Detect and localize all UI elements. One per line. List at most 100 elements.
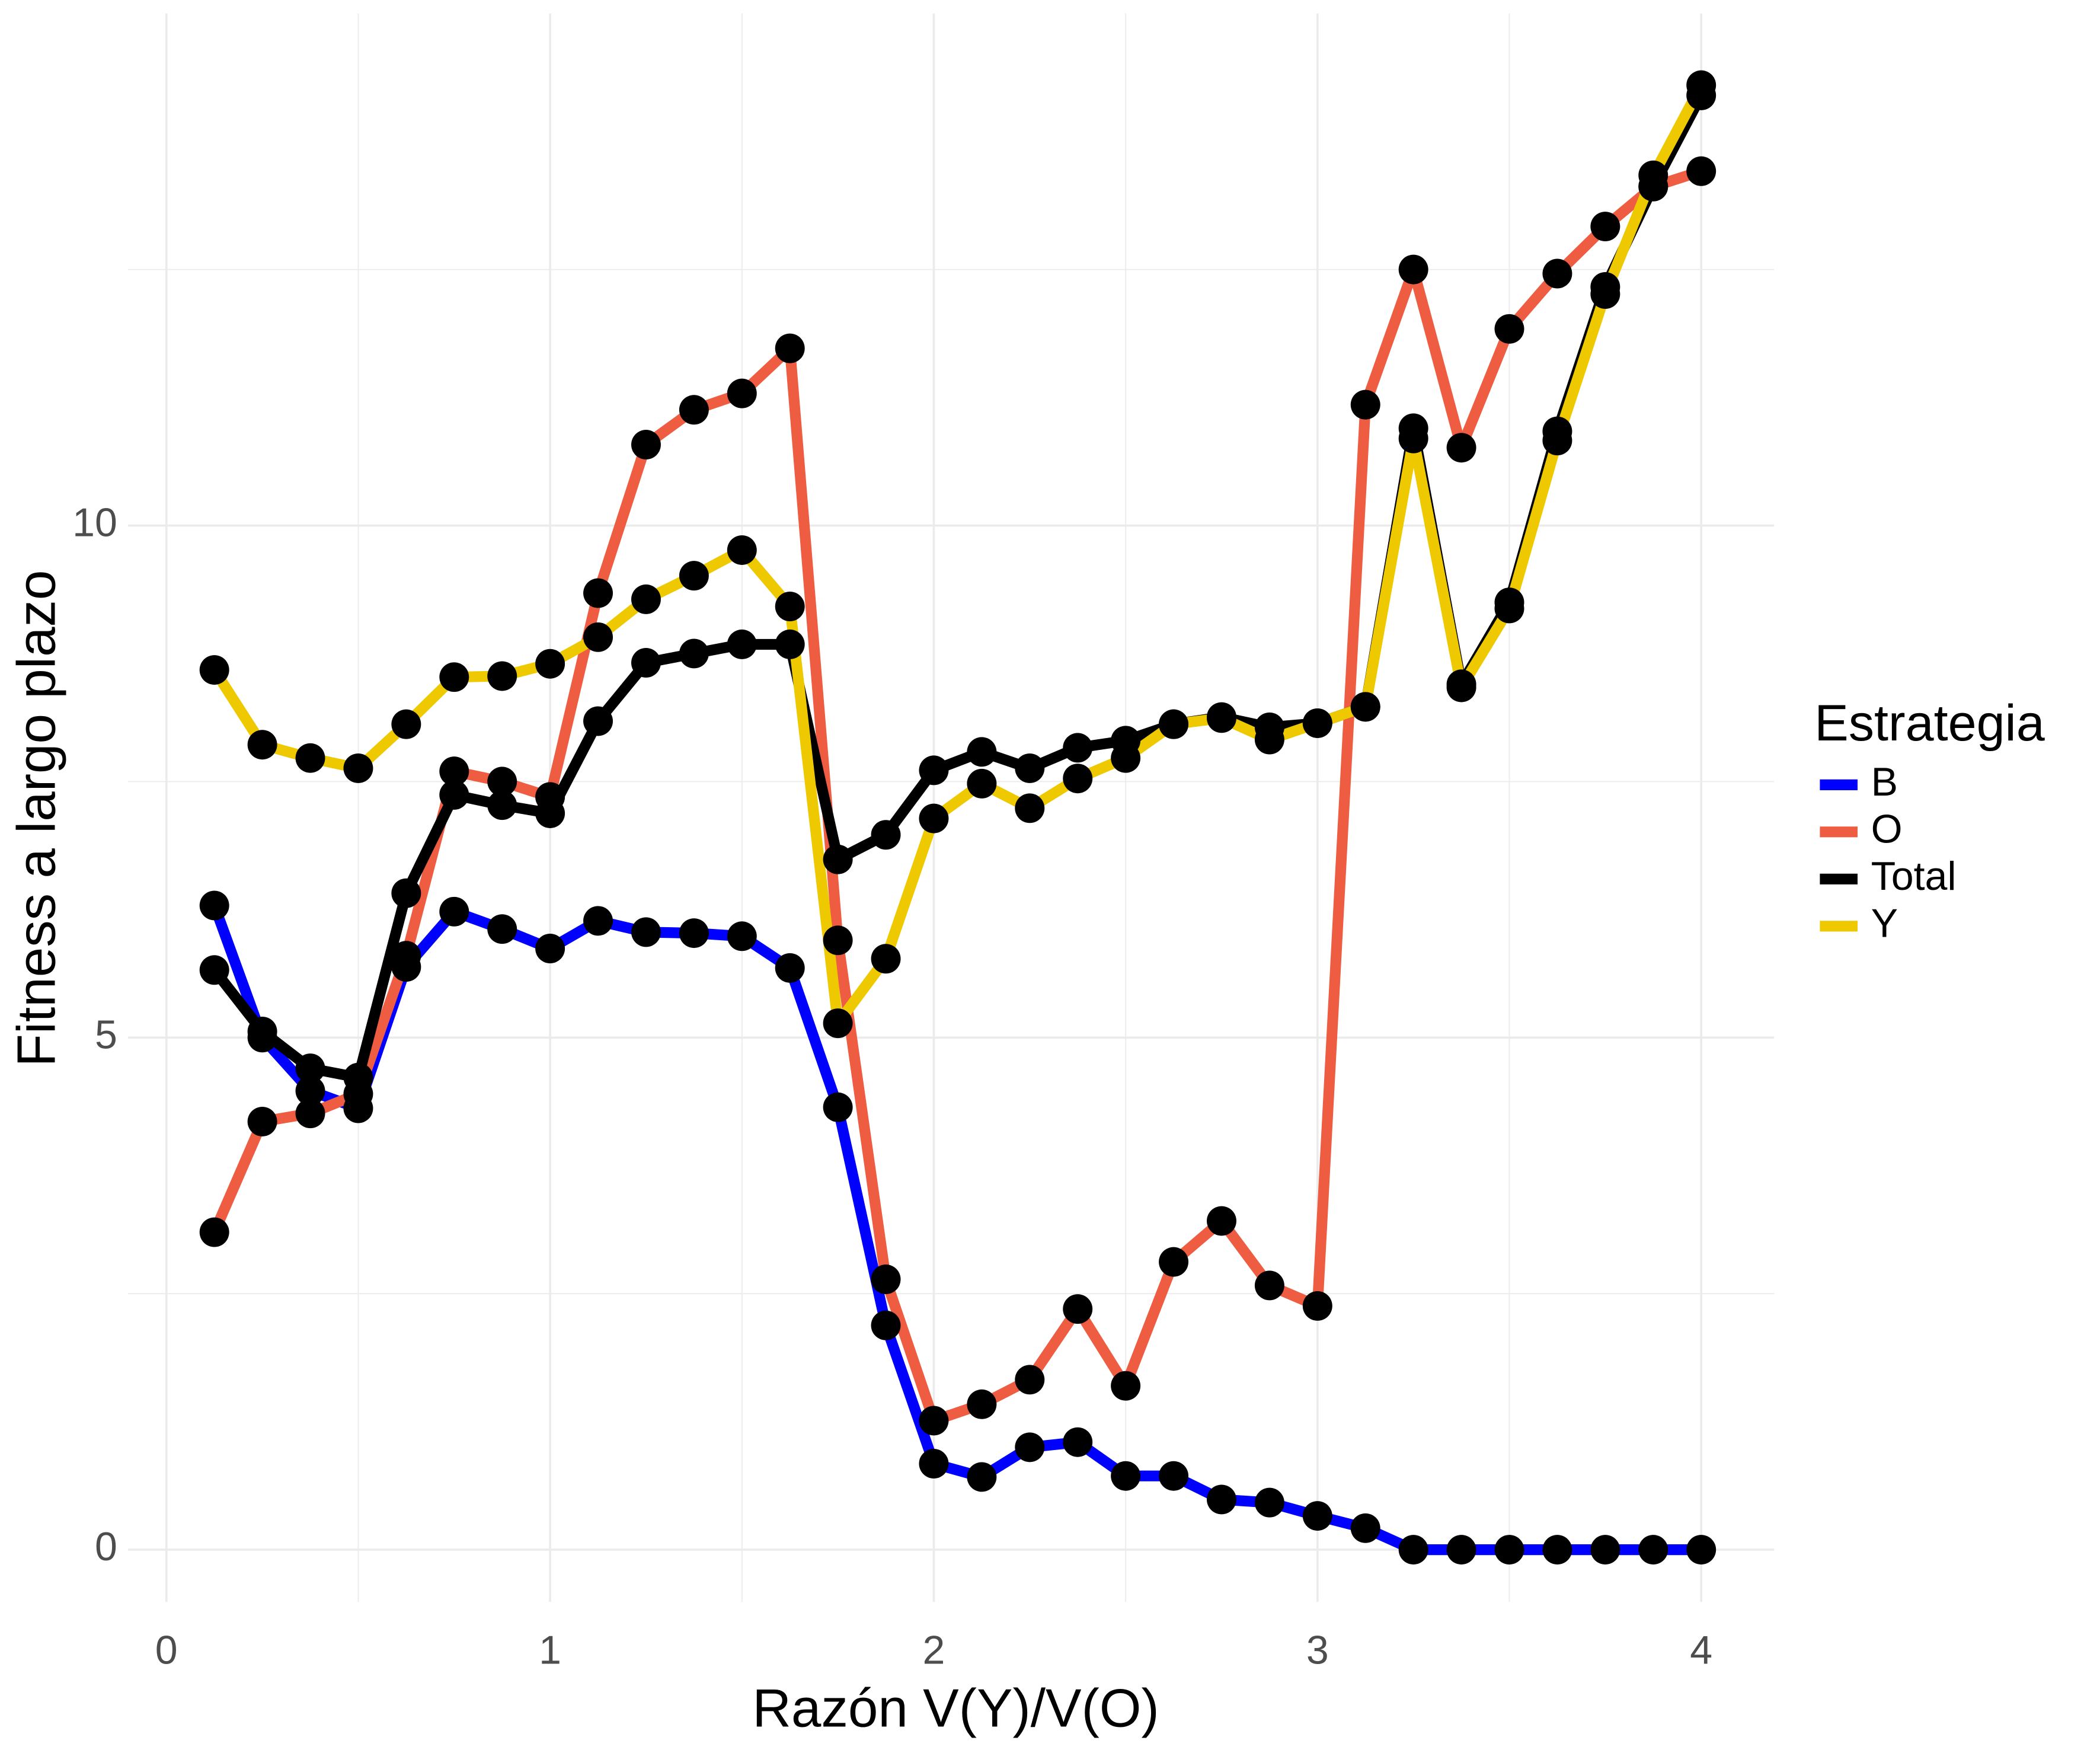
- data-point: [1350, 692, 1380, 722]
- data-point: [1063, 733, 1093, 763]
- data-point: [199, 890, 229, 921]
- legend-label: B: [1871, 759, 1898, 804]
- data-point: [487, 767, 517, 797]
- data-point: [727, 535, 757, 565]
- data-point: [1590, 212, 1620, 242]
- data-point: [679, 918, 709, 949]
- data-point: [1542, 426, 1572, 456]
- data-point: [1207, 1206, 1236, 1236]
- data-point: [1638, 160, 1669, 190]
- data-point: [1207, 1484, 1236, 1515]
- data-point: [1398, 1535, 1428, 1565]
- data-point: [1590, 279, 1620, 309]
- data-point: [679, 395, 709, 425]
- data-point: [1398, 254, 1428, 285]
- data-point: [679, 638, 709, 669]
- data-point: [679, 561, 709, 591]
- data-point: [1159, 1461, 1189, 1491]
- data-point: [775, 333, 805, 363]
- x-tick-label: 1: [539, 1628, 561, 1673]
- data-point: [295, 1098, 325, 1129]
- data-point: [919, 755, 949, 785]
- data-point: [967, 1389, 997, 1419]
- data-point: [1063, 1294, 1093, 1324]
- data-point: [535, 649, 565, 679]
- data-point: [1015, 1432, 1045, 1462]
- data-point: [631, 584, 661, 614]
- data-point: [631, 917, 661, 947]
- data-point: [199, 655, 229, 685]
- data-point: [1254, 1270, 1284, 1301]
- data-point: [247, 1016, 277, 1046]
- x-tick-label: 3: [1306, 1628, 1329, 1673]
- data-point: [1159, 709, 1189, 739]
- data-point: [1446, 433, 1476, 463]
- data-point: [871, 1310, 901, 1340]
- data-point: [1638, 1535, 1669, 1565]
- legend-title: Estrategia: [1814, 695, 2044, 752]
- data-point: [1542, 258, 1572, 289]
- data-point: [967, 1462, 997, 1492]
- data-point: [775, 953, 805, 983]
- x-axis-title: Razón V(Y)/V(O): [752, 1678, 1159, 1738]
- data-point: [487, 790, 517, 820]
- data-point: [1302, 708, 1332, 738]
- data-point: [487, 661, 517, 691]
- y-tick-label: 5: [95, 1012, 117, 1057]
- y-axis-title: Fitness a largo plazo: [7, 570, 66, 1067]
- data-point: [199, 1217, 229, 1247]
- data-point: [1686, 70, 1717, 100]
- data-point: [727, 921, 757, 951]
- x-tick-label: 2: [923, 1628, 945, 1673]
- data-point: [631, 648, 661, 678]
- data-point: [1063, 1427, 1093, 1457]
- data-point: [1494, 314, 1524, 344]
- data-point: [919, 1406, 949, 1436]
- data-point: [1302, 1291, 1332, 1321]
- x-tick-label: 0: [155, 1628, 178, 1673]
- y-tick-label: 0: [95, 1524, 117, 1569]
- data-point: [631, 430, 661, 460]
- data-point: [871, 1264, 901, 1294]
- data-point: [1111, 743, 1141, 773]
- data-point: [871, 944, 901, 974]
- data-point: [295, 743, 325, 773]
- data-point: [583, 622, 613, 652]
- data-point: [1446, 1535, 1476, 1565]
- data-point: [1494, 593, 1524, 624]
- data-point: [1686, 1535, 1717, 1565]
- data-point: [967, 768, 997, 799]
- data-point: [1302, 1501, 1332, 1531]
- data-point: [1111, 1371, 1141, 1401]
- data-point: [1015, 1365, 1045, 1395]
- data-point: [439, 896, 469, 927]
- data-point: [823, 844, 853, 874]
- y-tick-label: 10: [72, 500, 117, 545]
- data-point: [535, 798, 565, 828]
- data-point: [391, 941, 421, 971]
- data-point: [727, 629, 757, 659]
- data-point: [1398, 423, 1428, 454]
- data-point: [919, 803, 949, 834]
- data-point: [199, 955, 229, 985]
- data-point: [823, 1092, 853, 1122]
- data-point: [247, 730, 277, 760]
- data-point: [487, 914, 517, 944]
- data-point: [1015, 753, 1045, 783]
- data-point: [391, 878, 421, 908]
- data-point: [583, 706, 613, 736]
- data-point: [439, 756, 469, 787]
- x-tick-label: 4: [1690, 1628, 1712, 1673]
- data-point: [1254, 724, 1284, 755]
- data-point: [1494, 1535, 1524, 1565]
- data-point: [727, 378, 757, 408]
- data-point: [1350, 1513, 1380, 1543]
- data-point: [1590, 1535, 1620, 1565]
- series-line: [210, 82, 1706, 1029]
- data-point: [1542, 1535, 1572, 1565]
- data-point: [1350, 389, 1380, 420]
- data-point: [343, 1062, 373, 1093]
- series-line: [209, 903, 1702, 1556]
